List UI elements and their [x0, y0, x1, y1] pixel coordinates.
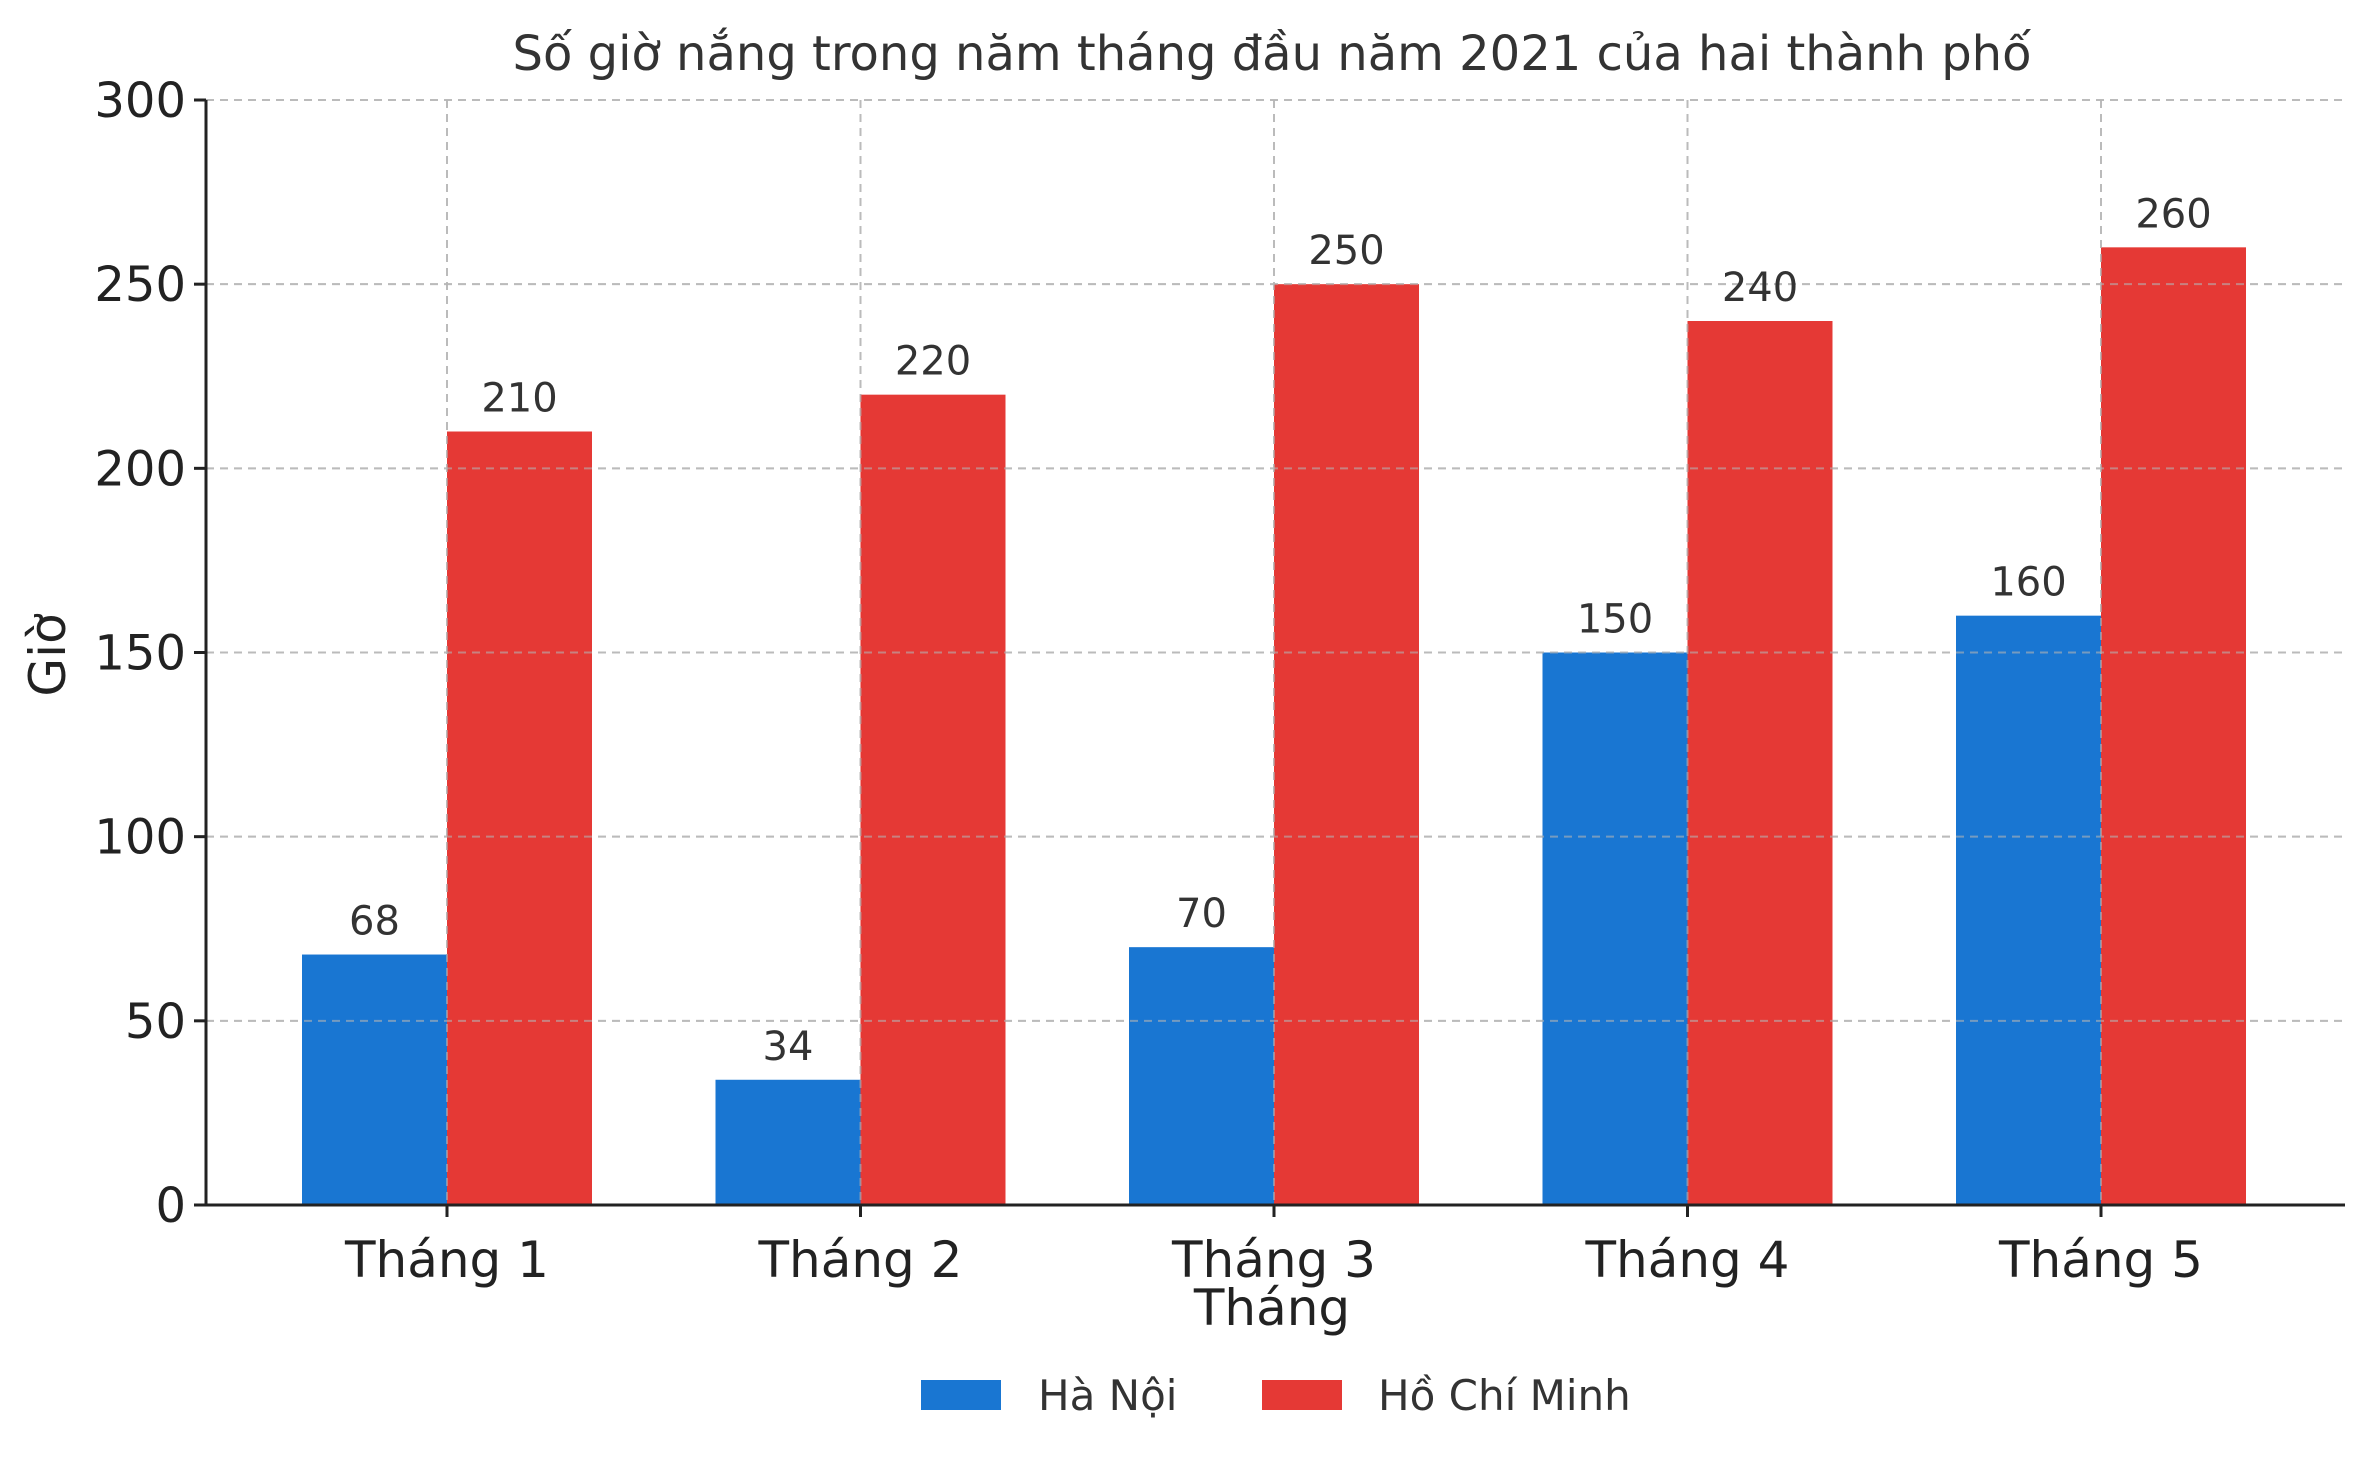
y-tick-label: 50 — [125, 994, 186, 1050]
bar-ha-noi — [1129, 947, 1274, 1205]
grid-overlay — [206, 99, 2345, 1205]
y-tick-label: 0 — [155, 1178, 186, 1234]
x-tick-label: Tháng 3 — [1171, 1231, 1376, 1289]
y-tick-label: 100 — [94, 810, 186, 866]
bar-ha-noi — [1956, 615, 2101, 1205]
legend-label-ho-chi-minh: Hồ Chí Minh — [1378, 1371, 1631, 1420]
bar-ha-noi — [715, 1079, 861, 1205]
y-tick-label: 300 — [94, 73, 186, 129]
bar-value-label: 210 — [481, 376, 557, 422]
y-axis-label: Giờ — [19, 613, 77, 697]
x-tick-label: Tháng 1 — [344, 1231, 549, 1289]
x-tick-label: Tháng 2 — [757, 1231, 962, 1289]
y-tick-label: 200 — [94, 441, 186, 497]
x-axis-label: Tháng — [1193, 1279, 1350, 1337]
bars — [302, 247, 2246, 1206]
bar-value-label: 250 — [1308, 228, 1384, 274]
bar-ho-chi-minh — [1687, 321, 1833, 1205]
y-tick-label: 250 — [94, 257, 186, 313]
data-labels: 68 34 70 150 160 210 220 250 240 260 — [349, 191, 2212, 1069]
legend-label-ha-noi: Hà Nội — [1038, 1371, 1177, 1420]
bar-value-label: 240 — [1722, 265, 1798, 311]
x-tick-label: Tháng 4 — [1584, 1231, 1789, 1289]
bar-ha-noi — [302, 954, 447, 1205]
bar-value-label: 70 — [1176, 891, 1227, 937]
axes: 0 50 100 150 200 250 300 Tháng 1 Tháng 2 Tháng 3 T… — [94, 73, 2345, 1289]
bar-ho-chi-minh — [2101, 247, 2246, 1206]
bar-ho-chi-minh — [447, 431, 592, 1205]
bar-value-label: 34 — [763, 1024, 814, 1070]
bar-ha-noi — [1542, 652, 1688, 1205]
chart-title: Số giờ nắng trong năm tháng đầu năm 2021… — [513, 26, 2032, 82]
bar-value-label: 220 — [895, 339, 971, 385]
bar-ho-chi-minh — [860, 394, 1006, 1206]
legend-swatch-ha-noi — [921, 1380, 1001, 1410]
bar-value-label: 160 — [1990, 560, 2066, 606]
bar-value-label: 68 — [349, 899, 400, 945]
bar-value-label: 150 — [1577, 597, 1653, 643]
bar-ho-chi-minh — [1274, 284, 1419, 1206]
legend-swatch-ho-chi-minh — [1262, 1380, 1342, 1410]
legend: Hà Nội Hồ Chí Minh — [921, 1371, 1631, 1420]
x-tick-label: Tháng 5 — [1998, 1231, 2203, 1289]
bar-value-label: 260 — [2135, 191, 2211, 237]
y-tick-label: 150 — [94, 626, 186, 682]
